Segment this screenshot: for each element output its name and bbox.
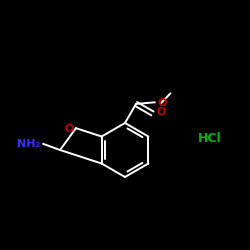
Text: O: O xyxy=(158,98,167,108)
Text: HCl: HCl xyxy=(198,132,222,144)
Text: O: O xyxy=(64,124,74,134)
Text: O: O xyxy=(156,108,166,118)
Text: NH₂: NH₂ xyxy=(17,139,40,149)
